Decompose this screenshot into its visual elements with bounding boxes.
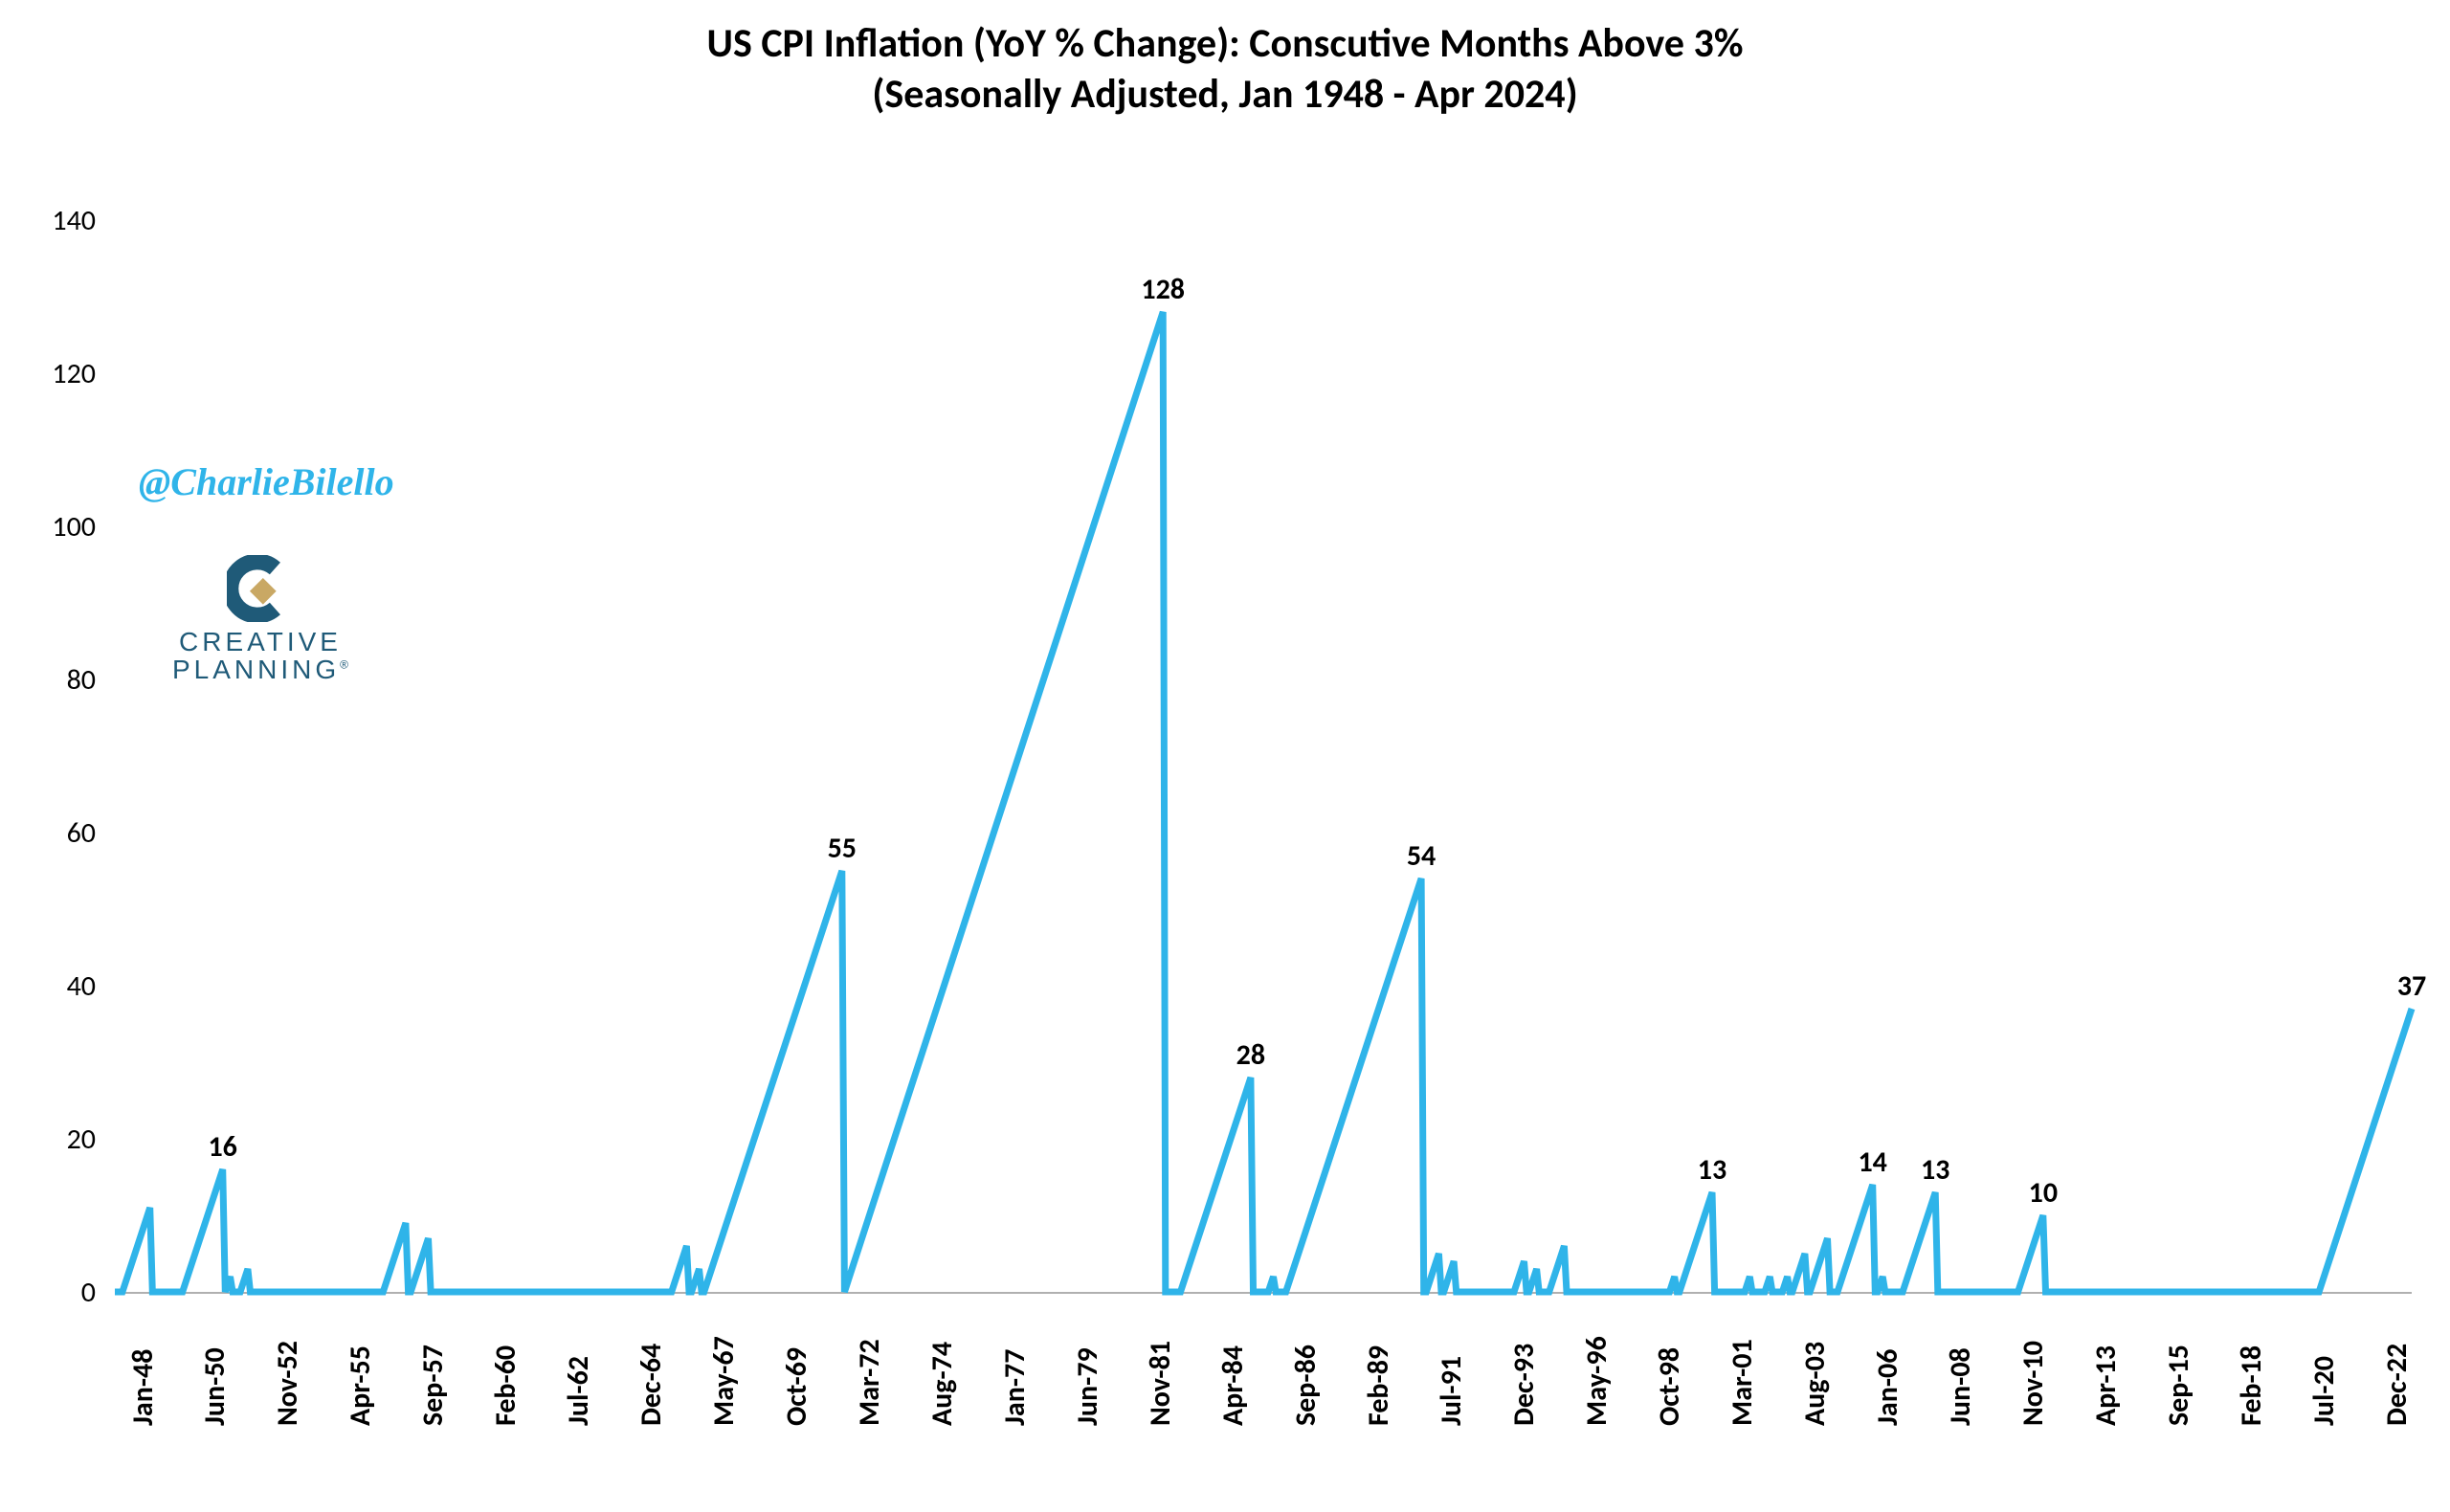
line-series: [0, 0, 2450, 1512]
chart-container: US CPI Inflation (YoY % Change): Conscut…: [0, 0, 2450, 1512]
